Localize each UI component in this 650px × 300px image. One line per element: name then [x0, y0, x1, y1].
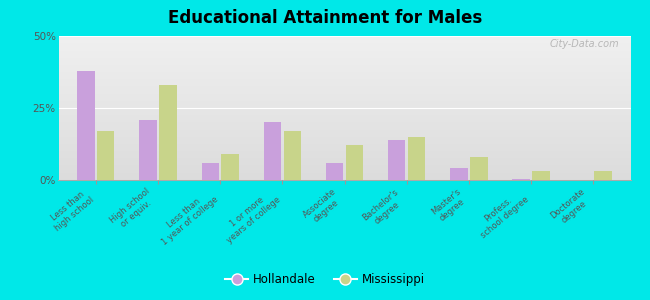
Bar: [532, 171, 550, 180]
Bar: [139, 119, 157, 180]
Bar: [388, 140, 406, 180]
Legend: Hollandale, Mississippi: Hollandale, Mississippi: [220, 269, 430, 291]
Bar: [326, 163, 343, 180]
Bar: [408, 137, 425, 180]
Bar: [346, 146, 363, 180]
Bar: [159, 85, 177, 180]
Bar: [470, 157, 488, 180]
Bar: [264, 122, 281, 180]
Bar: [222, 154, 239, 180]
Text: City-Data.com: City-Data.com: [549, 39, 619, 49]
Bar: [450, 169, 467, 180]
Bar: [283, 131, 301, 180]
Bar: [97, 131, 114, 180]
Text: Educational Attainment for Males: Educational Attainment for Males: [168, 9, 482, 27]
Bar: [202, 163, 219, 180]
Bar: [512, 179, 530, 180]
Bar: [595, 171, 612, 180]
Bar: [77, 70, 94, 180]
